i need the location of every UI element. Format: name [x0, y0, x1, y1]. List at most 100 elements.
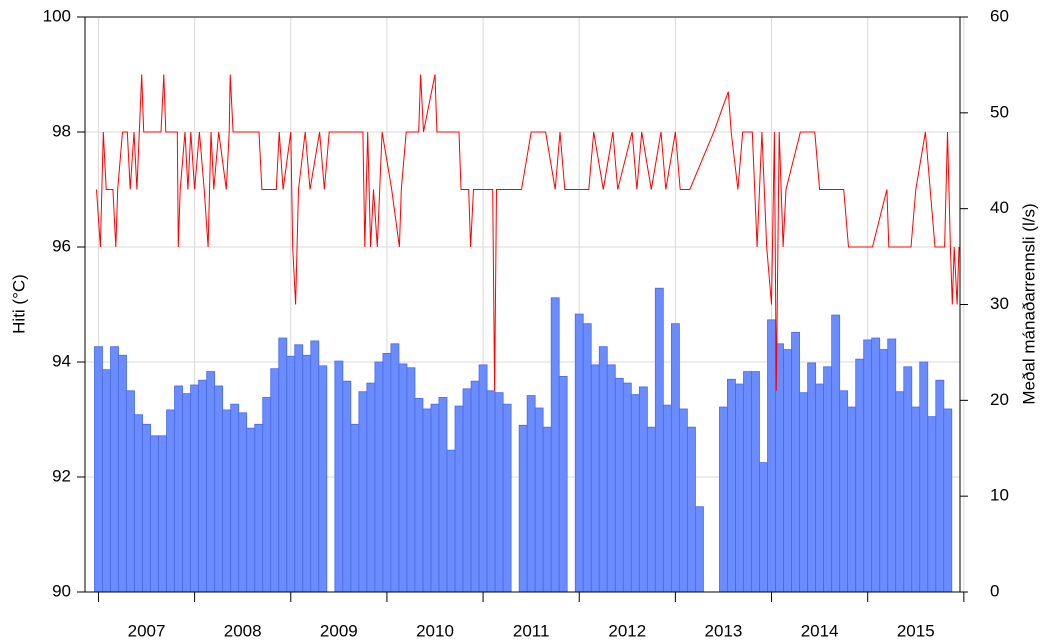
bar	[286, 355, 296, 593]
bar	[198, 379, 208, 593]
bar	[807, 362, 817, 593]
bar	[438, 397, 448, 593]
bar	[342, 380, 352, 593]
bar	[302, 354, 312, 593]
bar	[462, 388, 472, 593]
bar	[390, 343, 400, 593]
bar	[110, 346, 119, 593]
bar	[350, 423, 360, 593]
bar	[102, 369, 111, 593]
bar	[662, 404, 672, 593]
bar	[654, 287, 664, 593]
bar	[262, 397, 272, 593]
bar	[855, 358, 865, 593]
temperature-line	[96, 74, 960, 391]
bar	[422, 408, 432, 593]
bar	[238, 412, 248, 593]
bar	[142, 423, 151, 593]
y-axis-title: Hiti (°C)	[9, 274, 28, 334]
bar	[646, 426, 656, 593]
bar	[815, 383, 825, 593]
bar	[486, 390, 496, 593]
bar	[719, 406, 728, 593]
y2-tick-label: 50	[990, 102, 1009, 121]
bar	[526, 395, 536, 593]
bar	[430, 403, 440, 593]
bar	[839, 390, 849, 593]
bar	[871, 337, 881, 593]
bar	[783, 349, 793, 593]
bar	[630, 394, 640, 593]
bar	[935, 379, 945, 593]
bar	[230, 403, 240, 593]
bar	[542, 426, 552, 593]
bar	[638, 386, 648, 593]
bar	[166, 409, 175, 593]
y2-tick-label: 20	[990, 390, 1009, 409]
bar	[574, 313, 584, 593]
bar	[374, 361, 384, 593]
bar	[751, 371, 760, 593]
bar	[478, 364, 488, 593]
bar	[246, 427, 256, 593]
x-tick-label: 2010	[416, 621, 454, 640]
bar	[791, 331, 800, 593]
bar	[879, 349, 889, 593]
y2-tick-label: 40	[990, 198, 1009, 217]
bar	[534, 407, 544, 593]
bar	[903, 366, 913, 593]
bar	[454, 405, 464, 593]
y2-tick-label: 60	[990, 6, 1009, 25]
bar	[382, 352, 392, 593]
x-tick-label: 2015	[897, 621, 935, 640]
bar	[590, 364, 600, 593]
bar	[606, 364, 616, 593]
y-tick-label: 94	[52, 351, 71, 370]
bar	[118, 354, 127, 593]
bar	[502, 403, 512, 593]
bar	[622, 382, 632, 593]
bar	[895, 391, 905, 593]
y2-tick-label: 30	[990, 294, 1009, 313]
bar	[863, 339, 873, 593]
y-tick-label: 90	[52, 581, 71, 600]
bar	[94, 346, 103, 593]
bar	[278, 337, 288, 593]
bar	[799, 392, 808, 593]
bar	[598, 346, 608, 593]
bar	[414, 398, 424, 593]
x-tick-label: 2008	[224, 621, 262, 640]
bar	[743, 371, 752, 593]
bar	[254, 423, 264, 593]
bar	[887, 338, 897, 593]
bar	[919, 361, 929, 593]
bar	[670, 323, 680, 593]
x-tick-label: 2014	[801, 621, 839, 640]
bar	[823, 366, 833, 593]
bar	[943, 408, 953, 593]
bar	[366, 382, 376, 593]
bar	[334, 360, 344, 593]
bar	[406, 367, 416, 593]
bar	[518, 424, 528, 593]
bar	[310, 340, 320, 593]
bar	[206, 371, 216, 593]
bar	[847, 406, 857, 593]
bar	[150, 435, 159, 593]
y-tick-label: 98	[52, 121, 71, 140]
bar	[550, 297, 560, 593]
x-tick-label: 2013	[705, 621, 743, 640]
bar	[558, 375, 568, 593]
bar	[831, 314, 841, 593]
bar	[294, 344, 304, 593]
bar	[735, 383, 744, 593]
y2-tick-label: 0	[990, 581, 999, 600]
bar	[174, 385, 183, 593]
bar	[190, 384, 200, 593]
bar	[318, 365, 328, 593]
bar	[687, 426, 696, 593]
y-tick-label: 100	[43, 6, 71, 25]
bar	[158, 435, 168, 593]
bar	[214, 385, 224, 593]
